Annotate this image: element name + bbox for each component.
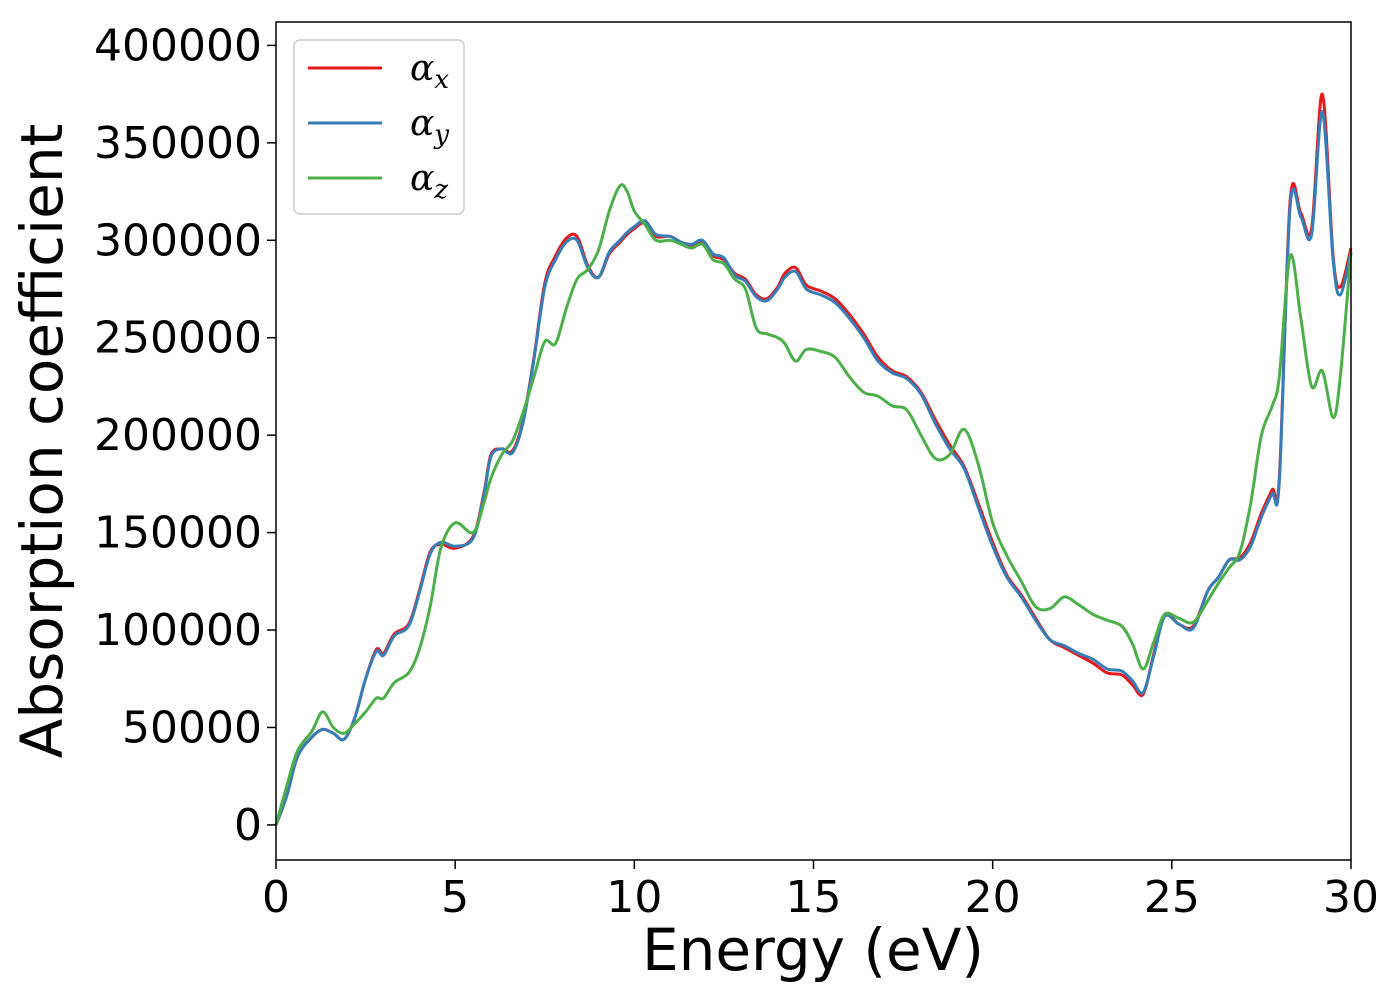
series-layer bbox=[274, 92, 1353, 826]
series-line-alpha-z bbox=[274, 183, 1353, 826]
x-tick-label: 0 bbox=[262, 872, 290, 923]
x-tick-label: 10 bbox=[606, 872, 662, 923]
x-axis-ticks: 0 5 10 15 20 25 30 bbox=[262, 860, 1379, 923]
x-tick-label: 20 bbox=[965, 872, 1021, 923]
x-tick-label: 5 bbox=[441, 872, 469, 923]
x-tick-label: 15 bbox=[786, 872, 842, 923]
y-axis-label: Absorption coefficient bbox=[8, 124, 76, 759]
y-tick-label: 300000 bbox=[94, 215, 262, 266]
series-line-alpha-y bbox=[274, 110, 1353, 826]
legend-label-y: αy bbox=[410, 103, 449, 150]
x-axis-label: Energy (eV) bbox=[642, 916, 984, 984]
y-tick-label: 400000 bbox=[94, 20, 262, 71]
y-tick-label: 0 bbox=[234, 800, 262, 851]
legend-label-x: αx bbox=[410, 48, 449, 95]
y-tick-label: 50000 bbox=[122, 702, 262, 753]
y-axis-ticks: 0 50000 100000 150000 200000 250000 300000 3500… bbox=[94, 20, 276, 851]
y-tick-label: 150000 bbox=[94, 508, 262, 559]
y-tick-label: 100000 bbox=[94, 605, 262, 656]
legend: αx αy αz bbox=[293, 39, 465, 215]
y-tick-label: 250000 bbox=[94, 313, 262, 364]
x-tick-label: 25 bbox=[1144, 872, 1200, 923]
legend-box bbox=[293, 39, 465, 215]
legend-label-z: αz bbox=[410, 158, 448, 205]
y-tick-label: 200000 bbox=[94, 410, 262, 461]
y-tick-label: 350000 bbox=[94, 118, 262, 169]
x-tick-label: 30 bbox=[1323, 872, 1379, 923]
